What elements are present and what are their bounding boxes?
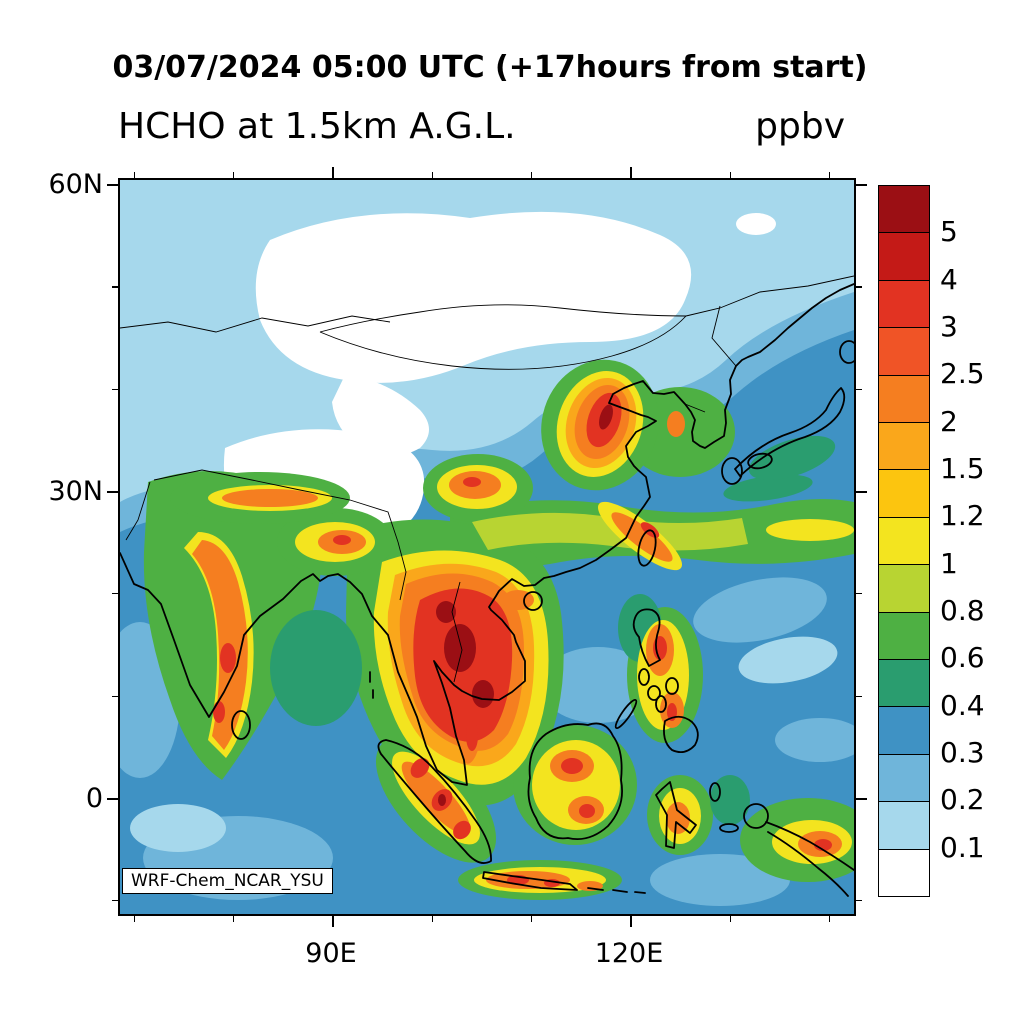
minor-tick-y — [856, 695, 862, 698]
colorbar-band — [879, 659, 929, 707]
major-tick-x — [331, 916, 334, 927]
colorbar-band — [879, 232, 929, 280]
x-tick-label-120e: 120E — [594, 938, 664, 969]
colorbar-band — [879, 186, 929, 233]
colorbar-band — [879, 327, 929, 375]
minor-tick-y — [856, 899, 862, 902]
minor-tick-y — [112, 899, 118, 902]
minor-tick-y — [112, 388, 118, 391]
major-tick-y — [856, 184, 867, 187]
colorbar-band — [879, 753, 929, 802]
minor-tick-x — [431, 916, 434, 922]
colorbar — [878, 185, 930, 897]
major-tick-y — [856, 797, 867, 800]
minor-tick-y — [856, 388, 862, 391]
minor-tick-y — [112, 286, 118, 288]
y-tick-label-0: 0 — [85, 783, 103, 814]
minor-tick-x — [828, 172, 831, 178]
colorbar-band — [879, 469, 929, 517]
colorbar-labels: 5 4 3 2.5 2 1.5 1.2 1 0.8 0.6 0.4 0.3 0.2 0.1 — [940, 185, 1020, 895]
coastlines — [120, 283, 854, 897]
major-tick-y — [107, 184, 118, 187]
x-tick-label-90e: 90E — [305, 938, 357, 969]
colorbar-band — [879, 374, 929, 423]
map-field-art — [120, 180, 854, 914]
colorbar-level-label: 1 — [940, 546, 958, 580]
minor-tick-x — [431, 172, 434, 178]
major-tick-x — [629, 916, 632, 927]
major-tick-x — [331, 167, 334, 178]
colorbar-band — [879, 516, 929, 565]
minor-tick-x — [828, 916, 831, 922]
colorbar-level-label: 1.2 — [940, 499, 985, 533]
country-borders — [120, 275, 854, 683]
colorbar-band — [879, 848, 929, 897]
minor-tick-x — [530, 916, 533, 922]
colorbar-band — [879, 564, 929, 612]
colorbar-level-label: 3 — [940, 310, 958, 343]
model-label: WRF-Chem_NCAR_YSU — [122, 868, 333, 894]
colorbar-level-label: 1.5 — [940, 452, 985, 485]
colorbar-band — [879, 706, 929, 754]
colorbar-level-label: 2.5 — [940, 357, 985, 391]
major-tick-x — [629, 167, 632, 178]
colorbar-band — [879, 611, 929, 660]
colorbar-level-label: 0.4 — [940, 688, 985, 722]
colorbar-level-label: 2 — [940, 404, 958, 438]
minor-tick-x — [232, 172, 235, 178]
major-tick-y — [107, 490, 118, 493]
colorbar-band — [879, 279, 929, 328]
colorbar-band — [879, 801, 929, 849]
figure-subtitle: HCHO at 1.5km A.G.L. — [118, 106, 516, 147]
colorbar-level-label: 0.1 — [940, 830, 985, 864]
colorbar-level-label: 0.8 — [940, 594, 985, 627]
minor-tick-x — [530, 172, 533, 178]
colorbar-level-label: 0.2 — [940, 783, 985, 817]
plot-area — [107, 167, 867, 927]
y-tick-label-30n: 30N — [48, 476, 103, 507]
colorbar-band — [879, 422, 929, 470]
units-label: ppbv — [755, 106, 845, 147]
y-tick-label-60n: 60N — [48, 169, 103, 200]
minor-tick-x — [133, 172, 136, 178]
minor-tick-x — [729, 172, 732, 178]
major-tick-y — [856, 490, 867, 493]
minor-tick-y — [112, 695, 118, 698]
colorbar-level-label: 0.6 — [940, 641, 985, 675]
minor-tick-x — [729, 916, 732, 922]
minor-tick-y — [112, 592, 118, 595]
minor-tick-x — [232, 916, 235, 922]
minor-tick-y — [856, 592, 862, 595]
colorbar-level-label: 0.3 — [940, 736, 985, 769]
minor-tick-y — [856, 286, 862, 288]
colorbar-level-label: 4 — [940, 262, 958, 296]
major-tick-y — [107, 797, 118, 800]
colorbar-level-label: 5 — [940, 215, 958, 249]
figure-title: 03/07/2024 05:00 UTC (+17hours from star… — [112, 50, 868, 85]
minor-tick-x — [133, 916, 136, 922]
